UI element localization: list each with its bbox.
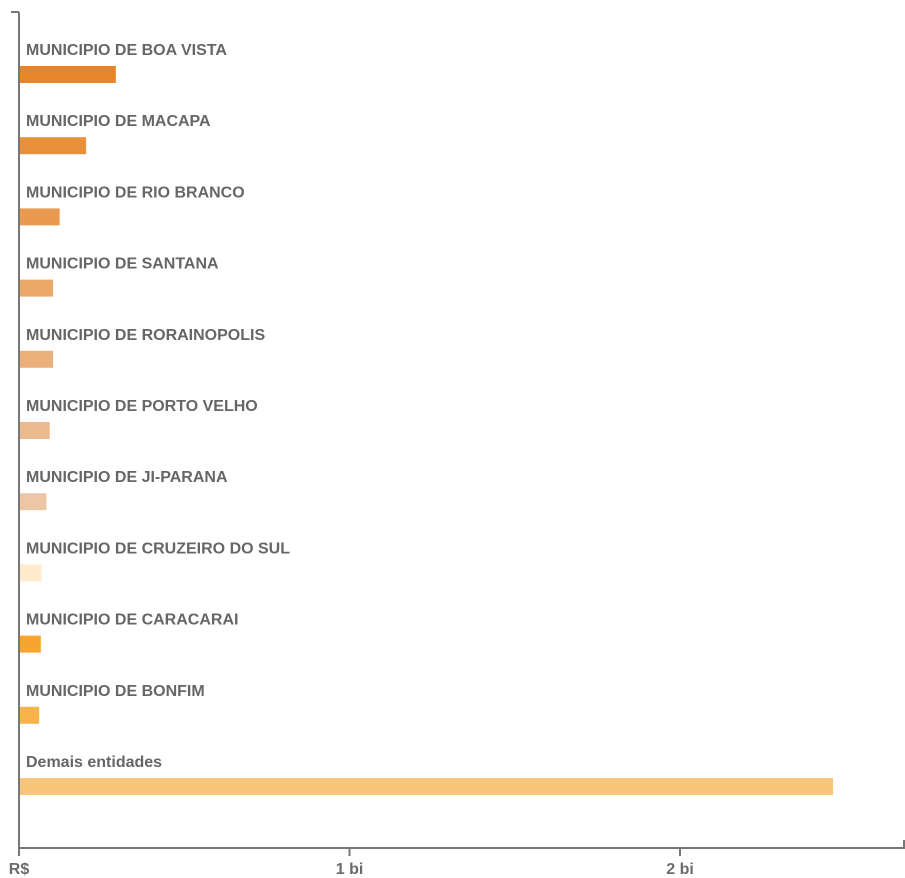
bar[interactable] bbox=[20, 422, 50, 439]
bar[interactable] bbox=[20, 635, 41, 653]
bar[interactable] bbox=[20, 279, 54, 297]
axes-group: R$ 1 bi 2 bi bbox=[9, 11, 905, 878]
x-tick-label: R$ bbox=[9, 861, 30, 878]
category-label: Demais entidades bbox=[26, 754, 162, 771]
category-label: MUNICIPIO DE BONFIM bbox=[26, 683, 205, 700]
bar[interactable] bbox=[20, 564, 42, 582]
category-label: MUNICIPIO DE BOA VISTA bbox=[26, 42, 227, 59]
category-label: MUNICIPIO DE CARACARAI bbox=[26, 612, 238, 629]
bar[interactable] bbox=[20, 66, 116, 83]
x-tick-label: 1 bi bbox=[336, 861, 364, 878]
bar[interactable] bbox=[20, 208, 60, 226]
bar[interactable] bbox=[20, 778, 834, 795]
bars-group bbox=[20, 66, 834, 795]
category-label: MUNICIPIO DE SANTANA bbox=[26, 256, 219, 273]
category-label: MUNICIPIO DE PORTO VELHO bbox=[26, 398, 258, 415]
category-label: MUNICIPIO DE RORAINOPOLIS bbox=[26, 327, 265, 344]
x-tick-label: 2 bi bbox=[666, 861, 694, 878]
bar[interactable] bbox=[20, 137, 87, 155]
bar[interactable] bbox=[20, 706, 40, 724]
category-label: MUNICIPIO DE JI-PARANA bbox=[26, 469, 228, 486]
bar[interactable] bbox=[20, 350, 54, 368]
bar[interactable] bbox=[20, 493, 47, 511]
category-label: MUNICIPIO DE RIO BRANCO bbox=[26, 184, 245, 201]
category-label: MUNICIPIO DE CRUZEIRO DO SUL bbox=[26, 540, 290, 557]
category-label: MUNICIPIO DE MACAPA bbox=[26, 113, 211, 130]
category-labels-group: MUNICIPIO DE BOA VISTA MUNICIPIO DE MACAP… bbox=[26, 42, 290, 771]
